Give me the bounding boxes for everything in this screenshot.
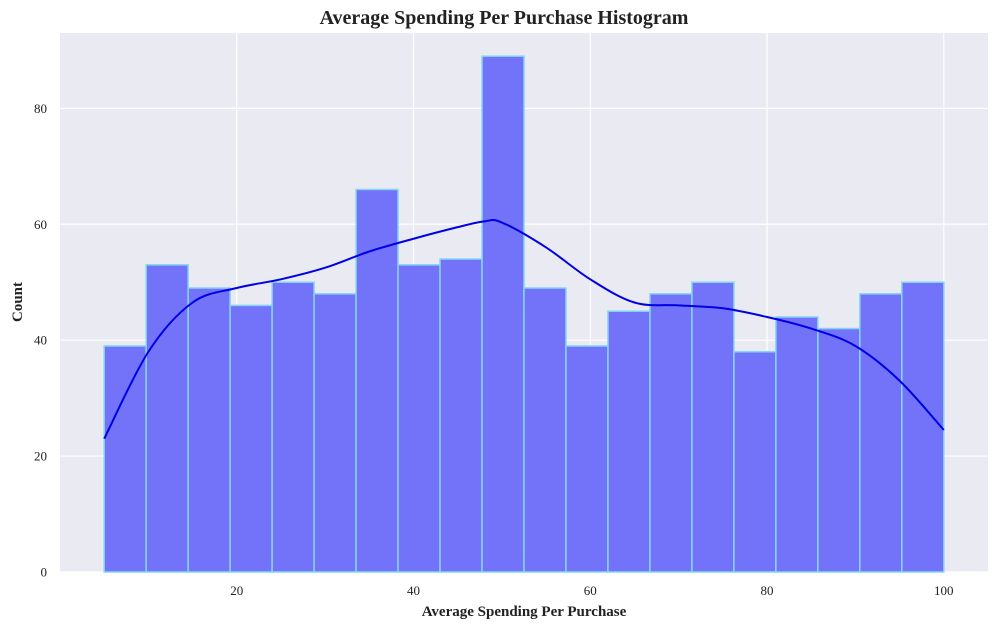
kde-curve xyxy=(103,219,945,440)
x-tick-label: 20 xyxy=(230,583,243,598)
y-tick-label: 40 xyxy=(34,333,47,348)
histogram-bar xyxy=(313,293,357,573)
histogram-bar xyxy=(481,55,525,573)
y-tick-label: 0 xyxy=(41,565,48,580)
y-axis-ticks: 0 20 40 60 80 xyxy=(34,101,47,580)
histogram-bar xyxy=(397,264,441,573)
x-tick-label: 80 xyxy=(761,583,774,598)
histogram-bars xyxy=(103,55,945,573)
histogram-bar xyxy=(649,293,693,573)
histogram-bar xyxy=(271,281,315,573)
histogram-bar xyxy=(229,304,273,573)
x-axis-label: Average Spending Per Purchase xyxy=(422,604,627,620)
histogram-bar xyxy=(145,264,189,573)
histogram-bar xyxy=(607,310,651,573)
x-tick-label: 60 xyxy=(584,583,597,598)
y-tick-label: 80 xyxy=(34,101,47,116)
histogram-bar xyxy=(439,258,483,573)
y-tick-label: 20 xyxy=(34,449,47,464)
x-tick-label: 40 xyxy=(407,583,420,598)
histogram-bar xyxy=(187,287,231,573)
y-axis-label: Count xyxy=(10,282,26,322)
histogram-bar xyxy=(103,345,147,573)
x-axis-ticks: 20 40 60 80 100 xyxy=(230,583,953,598)
histogram-bar xyxy=(817,327,861,573)
histogram-bar xyxy=(523,287,567,573)
histogram-bar xyxy=(775,316,819,573)
histogram-bar xyxy=(355,188,399,573)
histogram-bar xyxy=(733,351,777,573)
y-tick-label: 60 xyxy=(34,217,47,232)
histogram-bar xyxy=(859,293,903,573)
histogram-bar xyxy=(901,281,945,573)
histogram-bar xyxy=(565,345,609,573)
x-tick-label: 100 xyxy=(934,583,954,598)
histogram-bar xyxy=(691,281,735,573)
chart-title: Average Spending Per Purchase Histogram xyxy=(320,7,689,29)
